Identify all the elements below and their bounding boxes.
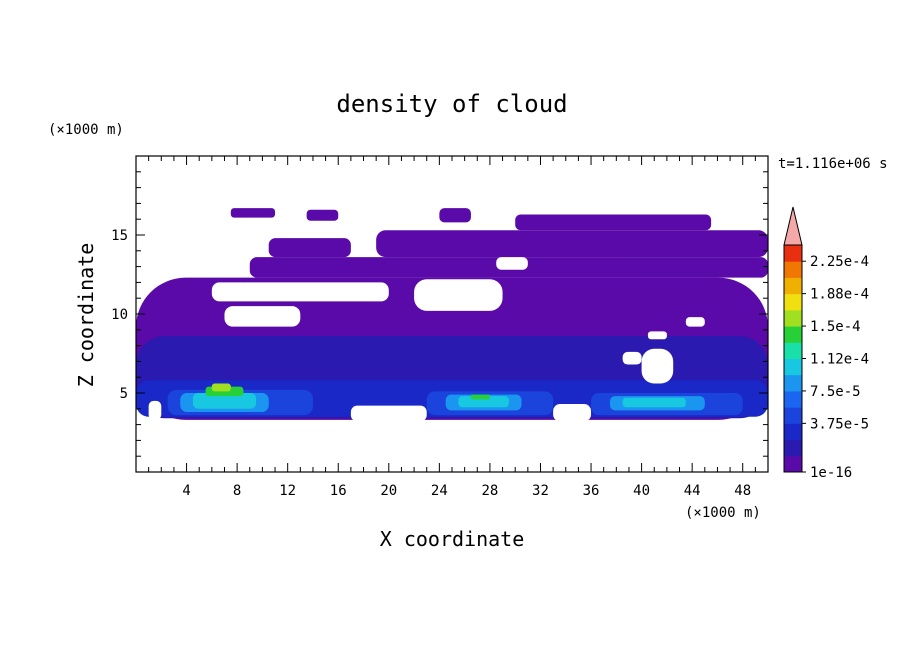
contour-gap [553,404,592,422]
x-axis-ticks: 4 8 12 16 20 24 28 32 36 40 44 48 [148,156,756,499]
colorbar-swatch [784,261,802,278]
contour-gap [496,257,528,270]
y-tick-label: 15 [111,228,128,244]
contour-region [515,214,712,231]
chart-title: density of cloud [336,90,567,118]
y-tick-label: 5 [120,386,128,402]
colorbar-label: 2.25e-4 [810,254,869,270]
contour-region [211,383,231,392]
colorbar-swatch [784,342,802,359]
x-tick-label: 48 [734,483,751,499]
y-axis-ticks: 5 10 15 [111,171,768,457]
x-tick-label: 32 [532,483,549,499]
contour-region [268,238,351,258]
contour-region [622,397,686,408]
contour-gap [224,306,301,327]
contour-region [192,393,257,409]
colorbar-label: 1.5e-4 [810,319,861,335]
y-tick-label: 10 [111,307,128,323]
colorbar-label: 7.5e-5 [810,384,861,400]
contour-gap [622,351,642,365]
colorbar-swatch [784,309,802,327]
contour-region [458,396,509,408]
contour-gap [414,279,503,311]
contour-gap [685,317,705,327]
contour-region [470,394,490,400]
contour-fills [136,208,768,422]
colorbar-swatch [784,293,802,311]
colorbar-swatch [784,277,802,295]
y-unit-label: (×1000 m) [48,122,124,138]
colorbar-label: 1e-16 [810,465,852,481]
x-tick-label: 28 [481,483,498,499]
colorbar-swatch [784,407,802,424]
colorbar-swatch [784,439,802,457]
contour-region [439,208,471,223]
contour-region [230,208,276,218]
x-tick-label: 24 [431,483,448,499]
contour-gap [211,282,389,302]
contour-region [306,209,339,221]
contour-gap [350,405,427,422]
contour-region [376,230,768,258]
colorbar-swatch [784,390,802,408]
colorbar: 2.25e-4 1.88e-4 1.5e-4 1.12e-4 7.5e-5 3.75e-5… [783,206,869,481]
x-tick-label: 8 [233,483,241,499]
colorbar-swatch [784,423,802,441]
x-tick-label: 40 [633,483,650,499]
contour-gap [148,400,162,420]
colorbar-swatch [784,374,802,392]
colorbar-swatch [784,245,802,262]
colorbar-swatch [784,326,802,343]
colorbar-label: 3.75e-5 [810,416,869,432]
colorbar-overflow-triangle [783,206,803,246]
x-axis-label: X coordinate [380,527,525,551]
x-tick-label: 4 [182,483,190,499]
x-unit-label: (×1000 m) [685,505,761,521]
x-tick-label: 44 [684,483,701,499]
colorbar-label: 1.12e-4 [810,352,869,368]
contour-gap [647,331,667,340]
y-axis-label: Z coordinate [74,243,98,388]
x-tick-label: 12 [279,483,296,499]
x-tick-label: 16 [330,483,347,499]
colorbar-swatch [784,358,802,376]
colorbar-swatch [784,455,802,473]
contour-gap [641,348,674,384]
time-label: t=1.116e+06 s [778,156,888,172]
x-tick-label: 36 [583,483,600,499]
colorbar-label: 1.88e-4 [810,287,869,303]
x-tick-label: 20 [380,483,397,499]
